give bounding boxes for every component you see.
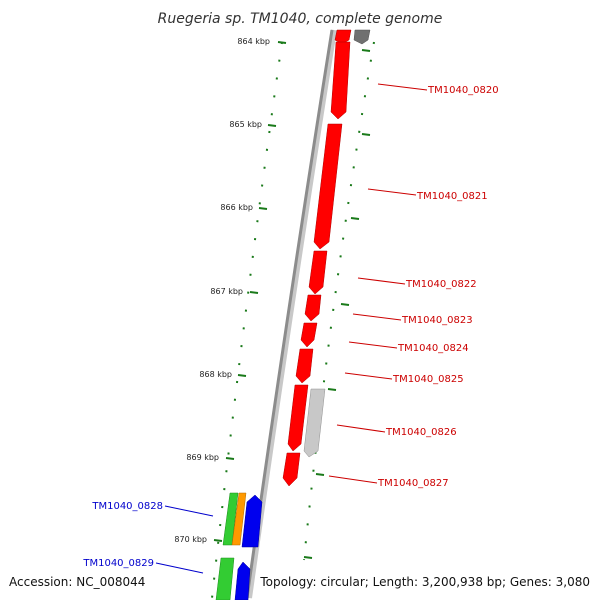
callout-line [336,424,386,433]
gene-arrow-0825[interactable] [295,348,314,384]
tick-label: 869 kbp [186,453,219,462]
tick-label: 870 kbp [174,535,207,544]
tick-marks [213,41,371,559]
tick-mark [277,41,287,44]
gene-arrow-0827[interactable] [282,452,301,487]
tick-mark [315,473,325,476]
gene-label[interactable]: TM1040_0826 [385,427,457,438]
tick-mark [327,388,337,391]
accession-text: Accession: NC_008044 [9,575,145,589]
tick-mark [361,49,371,52]
inner-ruler-track [211,41,283,599]
tick-mark [213,539,223,542]
gene-arrow-0829[interactable] [234,561,251,600]
tick-mark [225,457,235,460]
tick-label: 867 kbp [210,287,243,296]
callout-line [164,505,214,517]
topology-text: Topology: circular; Length: 3,200,938 bp… [259,575,590,589]
genome-backbone-shadow [246,29,337,599]
callout-line [357,277,406,285]
gene-arrow-0820[interactable] [330,41,351,120]
gene-arrow-0821[interactable] [313,123,343,250]
gene-arrow-0826[interactable] [303,388,326,458]
gene-arrow-0828[interactable] [241,494,263,548]
tick-mark [237,374,247,377]
gene-block-0829-green[interactable] [215,557,235,600]
callout-line [352,313,402,321]
gene-label[interactable]: TM1040_0820 [427,85,499,96]
tick-mark [249,291,259,294]
tick-label: 866 kbp [220,203,253,212]
tick-mark [361,133,371,136]
callout-line [155,562,204,574]
tick-mark [303,556,313,559]
callout-line [328,475,378,484]
gene-label[interactable]: TM1040_0829 [82,558,154,569]
gene-label[interactable]: TM1040_0828 [91,501,163,512]
tick-mark [258,207,268,210]
tick-mark [340,303,350,306]
gene-arrow-0824[interactable] [300,322,318,348]
tick-mark [350,217,360,220]
gene-label[interactable]: TM1040_0825 [392,374,464,385]
gene-arrow-0823[interactable] [304,294,322,322]
callout-line [377,83,428,91]
tick-label: 868 kbp [199,370,232,379]
callout-line [367,188,417,196]
gene-label[interactable]: TM1040_0827 [377,478,449,489]
tick-mark [267,124,277,127]
outer-ruler-track [303,41,375,561]
gene-label[interactable]: TM1040_0824 [397,343,469,354]
callout-line [344,372,393,380]
gene-label[interactable]: TM1040_0822 [405,279,477,290]
callout-line [348,341,398,349]
gene-block-0828-orange[interactable] [231,492,247,546]
gene-arrow-0822[interactable] [308,250,328,295]
gene-arrow-0826-red[interactable] [287,384,309,452]
map-title: Ruegeria sp. TM1040, complete genome [158,11,443,27]
gene-label[interactable]: TM1040_0823 [401,315,473,326]
gene-arrow-grey-top[interactable] [353,29,371,45]
gene-label[interactable]: TM1040_0821 [416,191,488,202]
tick-label: 864 kbp [237,37,270,46]
tick-label: 865 kbp [229,120,262,129]
